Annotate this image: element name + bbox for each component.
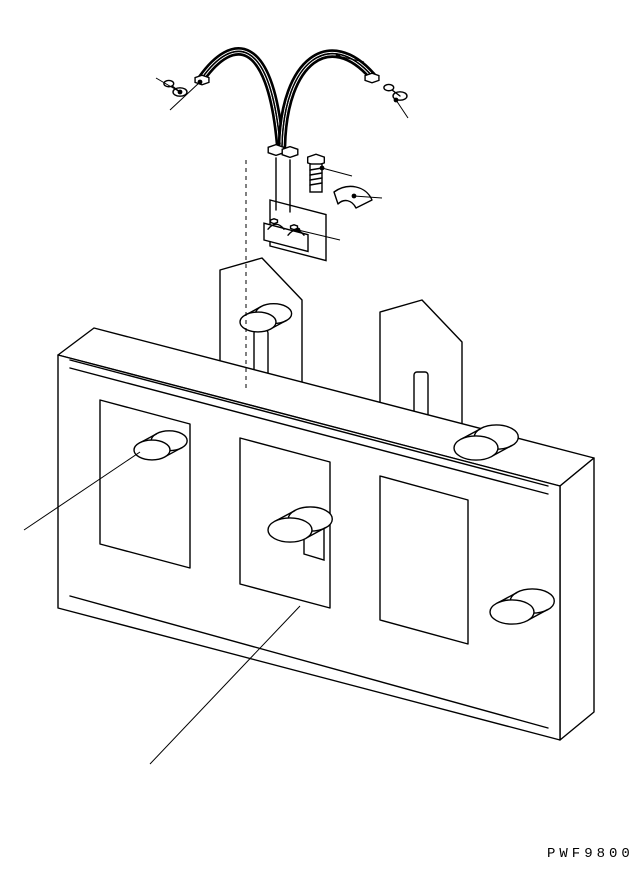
drawing-reference-label: PWF9800 (547, 846, 629, 862)
hoses (202, 51, 372, 146)
diagram-stage: PWF9800 (0, 0, 629, 872)
carriage-right-face (560, 458, 594, 740)
exploded-view-svg (0, 0, 629, 872)
